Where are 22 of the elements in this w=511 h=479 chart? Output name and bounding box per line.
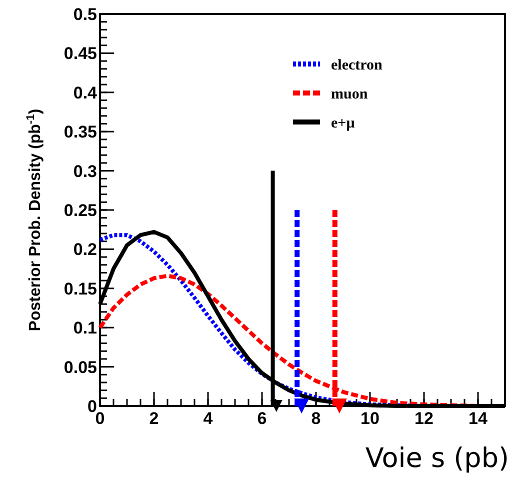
legend-label: muon bbox=[331, 86, 368, 102]
x-tick-label: 6 bbox=[257, 409, 267, 428]
x-tick-label: 4 bbox=[203, 409, 214, 428]
y-tick-label: 0.2 bbox=[73, 240, 97, 260]
x-tick-label: 12 bbox=[414, 409, 434, 428]
y-tick-label: 0.45 bbox=[64, 44, 97, 64]
y-tick-label: 0.5 bbox=[73, 4, 97, 24]
x-tick-label: 10 bbox=[360, 409, 380, 428]
y-tick-label: 0.3 bbox=[73, 162, 97, 181]
legend-label: electron bbox=[331, 57, 384, 74]
y-tick-label: 0.15 bbox=[64, 279, 97, 298]
legend-label: e+μ bbox=[331, 115, 356, 132]
y-tick-label: 0.25 bbox=[64, 200, 97, 220]
x-tick-label: 2 bbox=[149, 409, 159, 428]
y-tick-label: 0.35 bbox=[64, 122, 97, 142]
y-tick-label: 0.1 bbox=[73, 318, 97, 338]
x-axis-title: Voie s (pb) bbox=[365, 443, 509, 474]
y-tick-label: 0.05 bbox=[64, 358, 97, 377]
x-tick-label: 14 bbox=[468, 409, 488, 428]
x-tick-label: 8 bbox=[311, 409, 321, 428]
y-tick-label: 0 bbox=[88, 396, 97, 416]
y-tick-label: 0.4 bbox=[73, 83, 98, 102]
